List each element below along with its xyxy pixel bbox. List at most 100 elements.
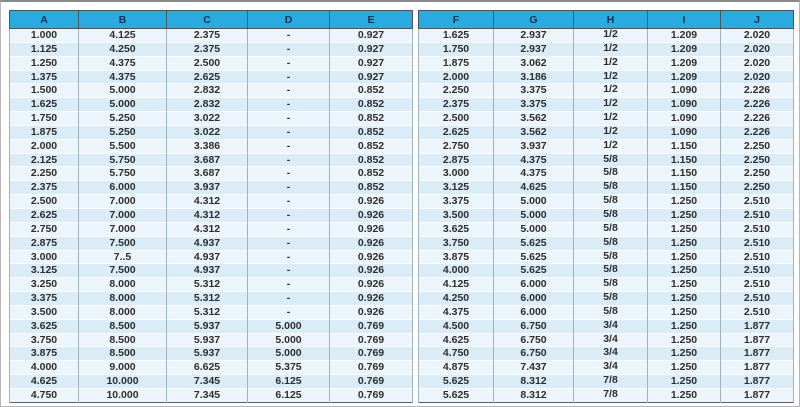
cell-i: 1.250 — [647, 360, 721, 375]
cell-j: 2.020 — [720, 55, 794, 71]
cell-i: 1.090 — [647, 97, 721, 112]
cell-g: 8.312 — [493, 374, 574, 389]
cell-i: 1.250 — [647, 332, 721, 347]
cell-g: 5.000 — [493, 221, 574, 237]
cell-b: 5.250 — [78, 124, 167, 140]
cell-b: 7.000 — [78, 194, 167, 209]
cell-g: 3.375 — [493, 83, 574, 98]
cell-i: 1.150 — [647, 166, 721, 181]
cell-i: 1.250 — [647, 194, 721, 209]
cell-e: 0.927 — [329, 69, 413, 84]
table-row: 2.000 5.500 3.386-0.852 — [9, 138, 413, 154]
cell-e: 0.852 — [329, 111, 413, 126]
cell-e: 0.926 — [329, 249, 413, 264]
cell-f: 3.500 — [418, 207, 494, 223]
cell-i: 1.090 — [647, 111, 721, 126]
cell-g: 6.000 — [493, 304, 574, 320]
cell-d: 5.000 — [247, 332, 330, 347]
cell-g: 4.375 — [493, 166, 574, 181]
cell-c: 2.832 — [166, 83, 248, 98]
cell-i: 1.250 — [647, 263, 721, 278]
cell-d: - — [247, 291, 330, 306]
cell-g: 5.000 — [493, 207, 574, 223]
cell-d: - — [247, 152, 330, 167]
cell-g: 4.625 — [493, 180, 574, 195]
table-row: 3.250 8.000 5.312-0.926 — [9, 277, 413, 292]
cell-g: 3.062 — [493, 55, 574, 71]
cell-a: 3.875 — [9, 346, 79, 361]
cell-b: 4.125 — [78, 28, 167, 43]
cell-b: 8.500 — [78, 332, 167, 347]
cell-g: 5.625 — [493, 249, 574, 264]
cell-i: 1.209 — [647, 41, 721, 57]
cell-j: 2.510 — [720, 235, 794, 250]
cell-e: 0.852 — [329, 97, 413, 112]
cell-d: - — [247, 138, 330, 154]
table-row: 4.000 9.000 6.625 5.375 0.769 — [9, 360, 413, 375]
cell-j: 2.250 — [720, 166, 794, 181]
cell-e: 0.926 — [329, 304, 413, 320]
cell-j: 1.877 — [720, 360, 794, 375]
cell-j: 2.510 — [720, 207, 794, 223]
cell-i: 1.250 — [647, 207, 721, 223]
cell-a: 1.375 — [9, 69, 79, 84]
cell-h: 5/8 — [573, 180, 648, 195]
cell-b: 8.000 — [78, 291, 167, 306]
cell-b: 4.375 — [78, 55, 167, 71]
cell-a: 3.500 — [9, 304, 79, 320]
cell-a: 4.750 — [9, 387, 79, 403]
cell-f: 2.625 — [418, 124, 494, 140]
cell-a: 1.625 — [9, 97, 79, 112]
cell-e: 0.926 — [329, 194, 413, 209]
table-row: 4.875 7.437 3/4 1.250 1.877 — [418, 360, 794, 375]
cell-j: 2.020 — [720, 69, 794, 84]
cell-c: 5.312 — [166, 304, 248, 320]
cell-d: - — [247, 83, 330, 98]
cell-g: 3.562 — [493, 111, 574, 126]
table-row: 2.875 4.375 5/8 1.150 2.250 — [418, 152, 794, 167]
cell-b: 10.000 — [78, 387, 167, 403]
cell-j: 2.510 — [720, 304, 794, 320]
cell-c: 2.500 — [166, 55, 248, 71]
column-header-a: A — [9, 10, 79, 29]
table-row: 2.500 3.562 1/2 1.090 2.226 — [418, 111, 794, 126]
cell-j: 1.877 — [720, 318, 794, 334]
cell-b: 8.500 — [78, 318, 167, 334]
cell-d: - — [247, 180, 330, 195]
cell-i: 1.250 — [647, 249, 721, 264]
cell-i: 1.250 — [647, 291, 721, 306]
cell-b: 5.750 — [78, 166, 167, 181]
cell-f: 2.000 — [418, 69, 494, 84]
cell-f: 4.250 — [418, 291, 494, 306]
cell-h: 1/2 — [573, 124, 648, 140]
cell-f: 5.625 — [418, 387, 494, 403]
cell-f: 3.875 — [418, 249, 494, 264]
cell-e: 0.769 — [329, 346, 413, 361]
cell-e: 0.926 — [329, 277, 413, 292]
table-row: 2.875 7.500 4.937-0.926 — [9, 235, 413, 250]
table-row: 3.125 4.625 5/8 1.150 2.250 — [418, 180, 794, 195]
column-header-b: B — [78, 10, 167, 29]
cell-a: 1.500 — [9, 83, 79, 98]
cell-j: 2.510 — [720, 291, 794, 306]
cell-h: 1/2 — [573, 97, 648, 112]
cell-h: 1/2 — [573, 55, 648, 71]
cell-f: 2.750 — [418, 138, 494, 154]
cell-a: 2.375 — [9, 180, 79, 195]
cell-j: 2.226 — [720, 83, 794, 98]
cell-i: 1.090 — [647, 124, 721, 140]
cell-i: 1.150 — [647, 152, 721, 167]
cell-h: 1/2 — [573, 111, 648, 126]
table-row: 2.625 7.000 4.312-0.926 — [9, 207, 413, 223]
cell-a: 3.000 — [9, 249, 79, 264]
cell-b: 5.500 — [78, 138, 167, 154]
cell-j: 2.510 — [720, 277, 794, 292]
cell-g: 3.186 — [493, 69, 574, 84]
column-header-i: I — [647, 10, 721, 29]
cell-j: 2.020 — [720, 41, 794, 57]
cell-a: 3.125 — [9, 263, 79, 278]
cell-g: 3.562 — [493, 124, 574, 140]
table-row: 4.500 6.750 3/4 1.250 1.877 — [418, 318, 794, 334]
cell-h: 7/8 — [573, 374, 648, 389]
cell-g: 7.437 — [493, 360, 574, 375]
